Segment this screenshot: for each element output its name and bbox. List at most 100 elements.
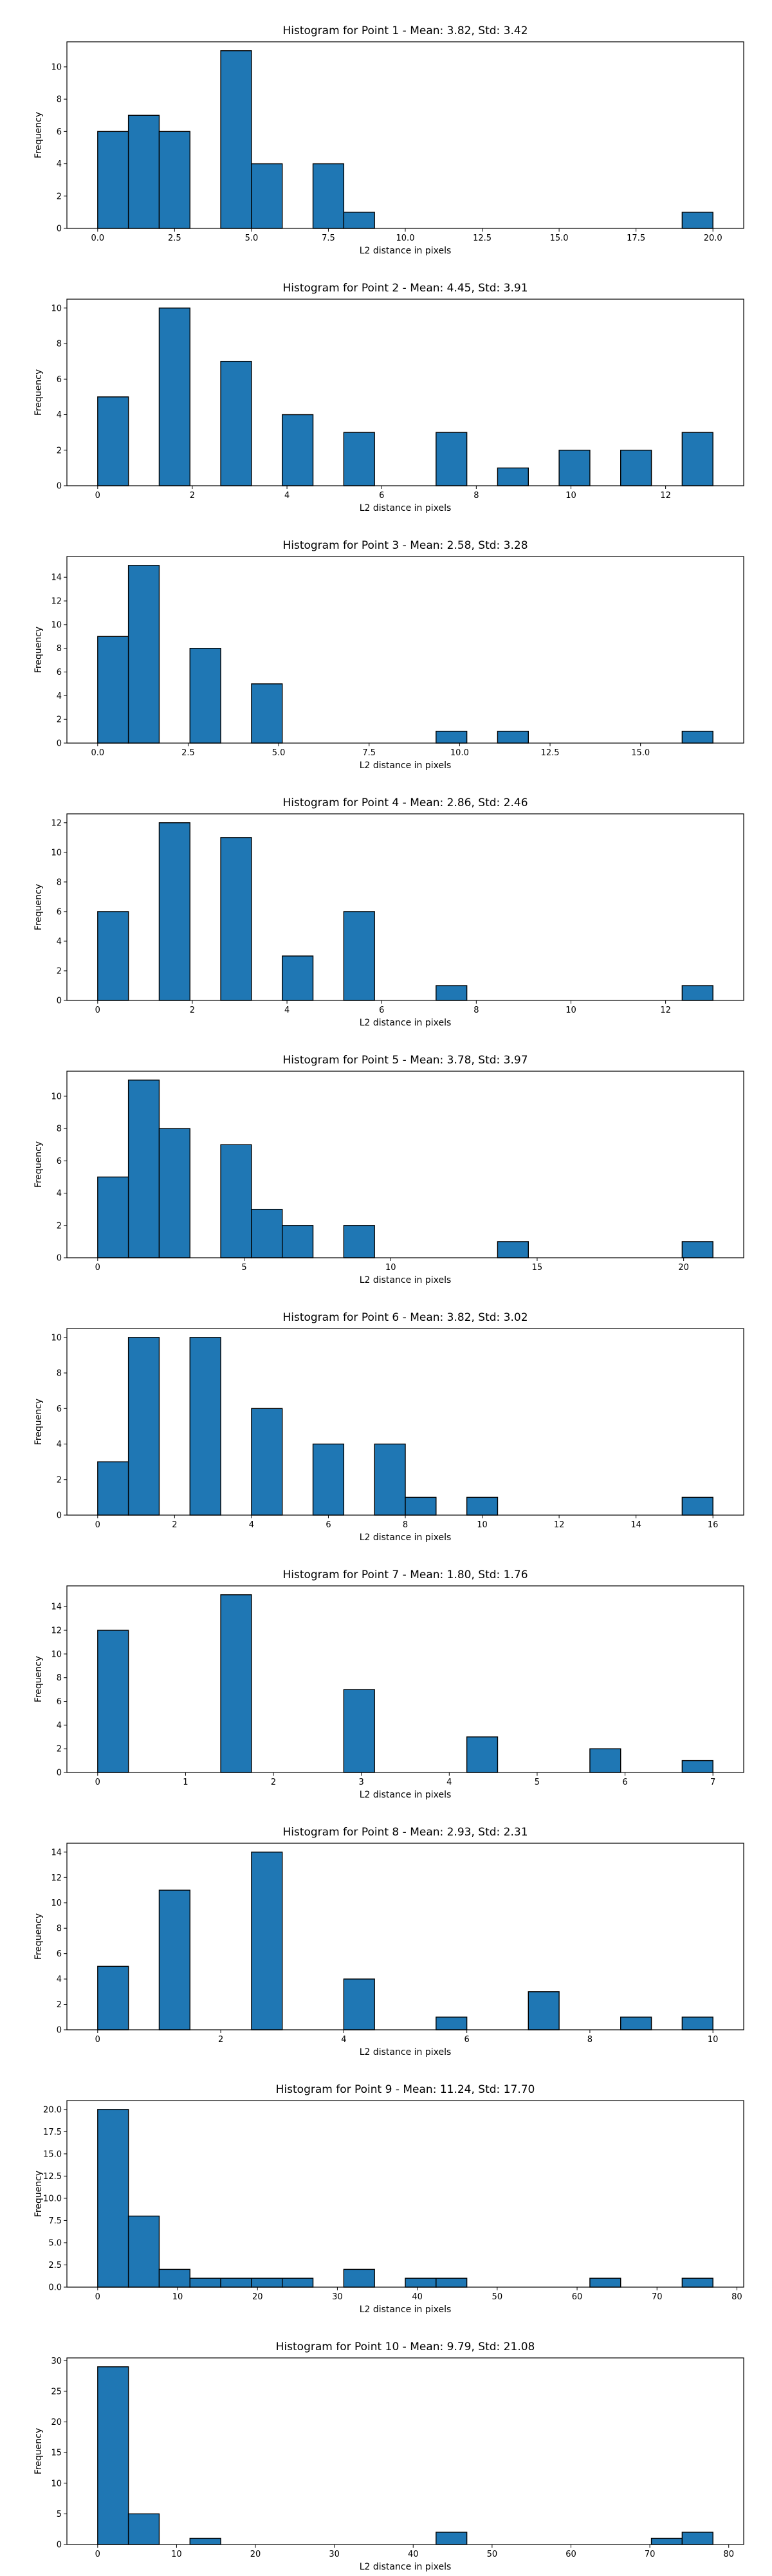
x-tick-label: 10 bbox=[565, 491, 576, 501]
y-tick-label: 8 bbox=[57, 644, 62, 654]
histogram-bar bbox=[220, 50, 252, 229]
x-tick-label: 60 bbox=[572, 2292, 583, 2302]
y-tick-label: 8 bbox=[57, 340, 62, 349]
y-tick-label: 2 bbox=[57, 1221, 62, 1231]
y-tick-label: 4 bbox=[57, 410, 62, 420]
x-tick-label: 16 bbox=[708, 1520, 719, 1530]
histogram-bar bbox=[343, 1225, 375, 1258]
y-tick-label: 8 bbox=[57, 1924, 62, 1934]
x-tick-label: 20 bbox=[250, 2550, 261, 2559]
chart-title: Histogram for Point 9 - Mean: 11.24, Std… bbox=[276, 2083, 535, 2096]
histogram-bar bbox=[343, 2268, 375, 2288]
x-tick-label: 10 bbox=[385, 1263, 396, 1273]
histogram-bar bbox=[97, 1176, 129, 1258]
y-tick-label: 2 bbox=[57, 966, 62, 976]
y-tick-label: 2 bbox=[57, 715, 62, 725]
x-tick-label: 6 bbox=[379, 491, 384, 501]
histogram-panel-10: Histogram for Point 10 - Mean: 9.79, Std… bbox=[33, 2341, 744, 2572]
x-tick-label: 80 bbox=[723, 2550, 734, 2559]
x-tick-label: 50 bbox=[492, 2292, 503, 2302]
x-tick-label: 2 bbox=[271, 1778, 276, 1787]
histogram-bar bbox=[158, 308, 190, 486]
histogram-bar bbox=[681, 212, 713, 229]
histogram-bar bbox=[436, 2277, 468, 2288]
chart-title: Histogram for Point 4 - Mean: 2.86, Std:… bbox=[282, 796, 528, 809]
histogram-bar bbox=[589, 1748, 621, 1773]
histogram-bar bbox=[466, 1736, 499, 1773]
histogram-bar bbox=[436, 730, 468, 744]
x-axis-label: L2 distance in pixels bbox=[360, 760, 452, 771]
histogram-bar bbox=[158, 2268, 190, 2288]
histogram-panel-6: Histogram for Point 6 - Mean: 3.82, Std:… bbox=[33, 1311, 744, 1543]
y-tick-label: 15.0 bbox=[43, 2149, 62, 2159]
y-tick-label: 5 bbox=[57, 2510, 62, 2519]
y-tick-label: 15 bbox=[51, 2449, 62, 2458]
y-axis-label: Frequency bbox=[33, 627, 44, 673]
histogram-bar bbox=[343, 1689, 375, 1773]
y-tick-label: 6 bbox=[57, 1697, 62, 1707]
histogram-bar bbox=[158, 822, 190, 1001]
x-axis-label: L2 distance in pixels bbox=[360, 503, 452, 513]
histogram-bar bbox=[436, 2016, 468, 2030]
x-tick-label: 0 bbox=[95, 2550, 100, 2559]
histogram-bar bbox=[620, 2016, 652, 2030]
x-tick-label: 12 bbox=[554, 1520, 565, 1530]
x-tick-label: 4 bbox=[284, 491, 290, 501]
x-tick-label: 4 bbox=[284, 1006, 290, 1015]
histogram-bar bbox=[97, 2366, 129, 2545]
x-tick-label: 10 bbox=[565, 1006, 576, 1015]
y-axis-label: Frequency bbox=[33, 2171, 44, 2217]
x-tick-label: 10 bbox=[172, 2292, 183, 2302]
y-tick-label: 8 bbox=[57, 1125, 62, 1134]
histogram-bar bbox=[97, 396, 129, 486]
x-tick-label: 4 bbox=[341, 2035, 346, 2045]
x-axis-label: L2 distance in pixels bbox=[360, 2562, 452, 2572]
axes-frame bbox=[66, 2100, 744, 2288]
y-tick-label: 6 bbox=[57, 1404, 62, 1414]
histogram-bar bbox=[189, 2277, 221, 2288]
y-tick-label: 7.5 bbox=[48, 2216, 62, 2226]
x-tick-label: 8 bbox=[473, 1006, 479, 1015]
histogram-bar bbox=[282, 1225, 314, 1258]
y-tick-label: 6 bbox=[57, 907, 62, 917]
histogram-bar bbox=[220, 360, 252, 486]
x-tick-label: 70 bbox=[652, 2292, 663, 2302]
y-axis-label: Frequency bbox=[33, 2428, 44, 2474]
histogram-bar bbox=[251, 1208, 283, 1258]
histogram-panel-4: Histogram for Point 4 - Mean: 2.86, Std:… bbox=[33, 796, 744, 1028]
histogram-bar bbox=[436, 432, 468, 486]
axes-frame bbox=[66, 556, 744, 744]
y-tick-label: 4 bbox=[57, 1721, 62, 1731]
histogram-bar bbox=[312, 163, 345, 229]
y-tick-label: 14 bbox=[51, 1603, 62, 1612]
histogram-bar bbox=[97, 1630, 129, 1773]
x-tick-label: 8 bbox=[403, 1520, 408, 1530]
y-tick-label: 10 bbox=[51, 1333, 62, 1343]
histogram-bar bbox=[681, 2277, 713, 2288]
y-tick-label: 0 bbox=[57, 482, 62, 492]
y-tick-label: 10 bbox=[51, 62, 62, 72]
y-tick-label: 12 bbox=[51, 1873, 62, 1883]
histogram-bar bbox=[681, 432, 713, 486]
y-tick-label: 2 bbox=[57, 1745, 62, 1754]
histogram-panel-9: Histogram for Point 9 - Mean: 11.24, Std… bbox=[33, 2083, 744, 2315]
axes-frame bbox=[66, 299, 744, 486]
chart-title: Histogram for Point 3 - Mean: 2.58, Std:… bbox=[282, 539, 528, 552]
histogram-bar bbox=[312, 1443, 345, 1516]
x-tick-label: 7.5 bbox=[322, 234, 335, 243]
histogram-bar bbox=[436, 2532, 468, 2545]
y-tick-label: 10 bbox=[51, 620, 62, 630]
histogram-bar bbox=[558, 450, 591, 486]
x-axis-label: L2 distance in pixels bbox=[360, 1275, 452, 1285]
x-tick-label: 4 bbox=[446, 1778, 452, 1787]
histogram-bar bbox=[497, 730, 529, 744]
x-tick-label: 2.5 bbox=[181, 748, 195, 758]
x-tick-label: 2 bbox=[218, 2035, 223, 2045]
y-axis-label: Frequency bbox=[33, 884, 44, 930]
histogram-bar bbox=[97, 1461, 129, 1516]
histogram-panel-7: Histogram for Point 7 - Mean: 1.80, Std:… bbox=[33, 1569, 744, 1800]
y-tick-label: 6 bbox=[57, 1157, 62, 1166]
y-axis-label: Frequency bbox=[33, 369, 44, 416]
